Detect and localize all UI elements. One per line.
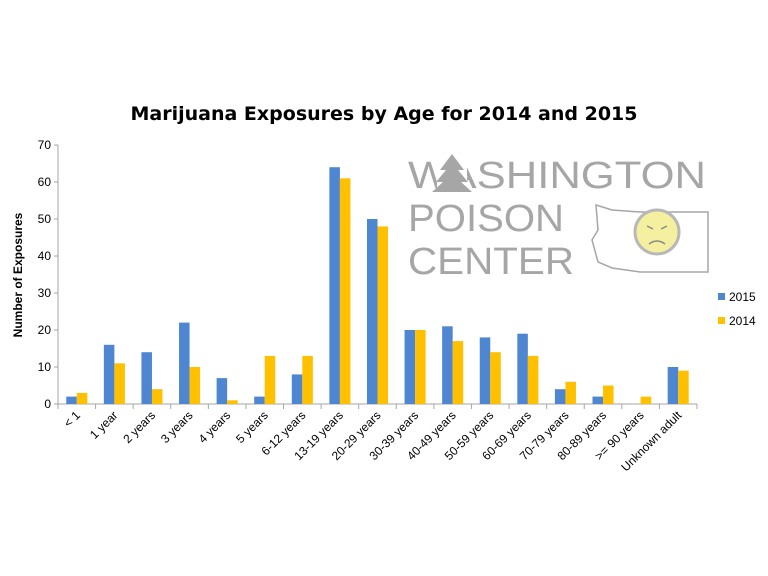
bar-2014	[377, 226, 389, 404]
x-tick-label: 4 years	[196, 408, 234, 446]
bar-2015	[592, 396, 604, 404]
bar-2015	[179, 322, 190, 404]
y-tick-label: 0	[44, 397, 51, 411]
bar-2015	[216, 378, 228, 404]
y-tick-label: 30	[38, 286, 52, 300]
chart-title: Marijuana Exposures by Age for 2014 and …	[131, 103, 638, 125]
bar-2014	[302, 355, 313, 404]
bar-2014	[527, 355, 539, 404]
bar-2015	[442, 326, 453, 404]
bar-2015	[479, 337, 491, 404]
y-tick-label: 50	[38, 212, 52, 226]
bar-2014	[227, 400, 238, 404]
bar-2015	[254, 396, 265, 404]
bar-2014	[640, 396, 652, 404]
washington-poison-center-logo: WASHINGTON POISON CENTER	[408, 154, 709, 283]
mr-yuk-face-icon	[633, 208, 681, 256]
legend-swatch-2015	[718, 293, 725, 300]
bar-2014	[151, 389, 163, 404]
bar-2014	[490, 352, 501, 404]
x-tick-label: 3 years	[158, 408, 196, 446]
bar-2014	[114, 363, 125, 404]
y-axis-label: Number of Exposures	[11, 212, 25, 337]
bar-2014	[603, 385, 614, 404]
bar-2014	[678, 370, 689, 404]
bar-2015	[103, 344, 115, 404]
tree-icon	[432, 154, 472, 192]
bar-2015	[329, 167, 340, 404]
y-tick-label: 60	[38, 175, 52, 189]
x-tick-label: < 1	[61, 408, 83, 430]
logo-line-3: CENTER	[408, 241, 574, 283]
y-tick-label: 70	[38, 138, 52, 152]
bar-2014	[76, 392, 88, 404]
legend-label-2015: 2015	[729, 290, 756, 304]
bar-2014	[189, 367, 201, 404]
bar-2014	[264, 355, 276, 404]
bar-2015	[404, 330, 416, 404]
bar-2015	[366, 219, 378, 404]
y-tick-label: 10	[38, 360, 52, 374]
logo-line-2: POISON	[408, 198, 564, 240]
legend-swatch-2014	[718, 317, 725, 324]
bar-2015	[517, 333, 528, 404]
y-tick-label: 20	[38, 323, 52, 337]
bar-2015	[554, 389, 566, 404]
washington-state-outline	[591, 203, 709, 273]
x-tick-label: 1 year	[87, 408, 120, 441]
bar-2015	[141, 352, 152, 404]
bar-2014	[339, 178, 351, 404]
x-tick-label: 2 years	[120, 408, 158, 446]
bar-2015	[66, 396, 77, 404]
bar-2014	[452, 341, 464, 404]
bar-2014	[565, 381, 576, 404]
bar-2015	[667, 367, 679, 404]
bar-2015	[291, 374, 303, 404]
bar-2014	[415, 330, 426, 404]
y-tick-label: 40	[38, 249, 52, 263]
legend-label-2014: 2014	[729, 314, 756, 328]
